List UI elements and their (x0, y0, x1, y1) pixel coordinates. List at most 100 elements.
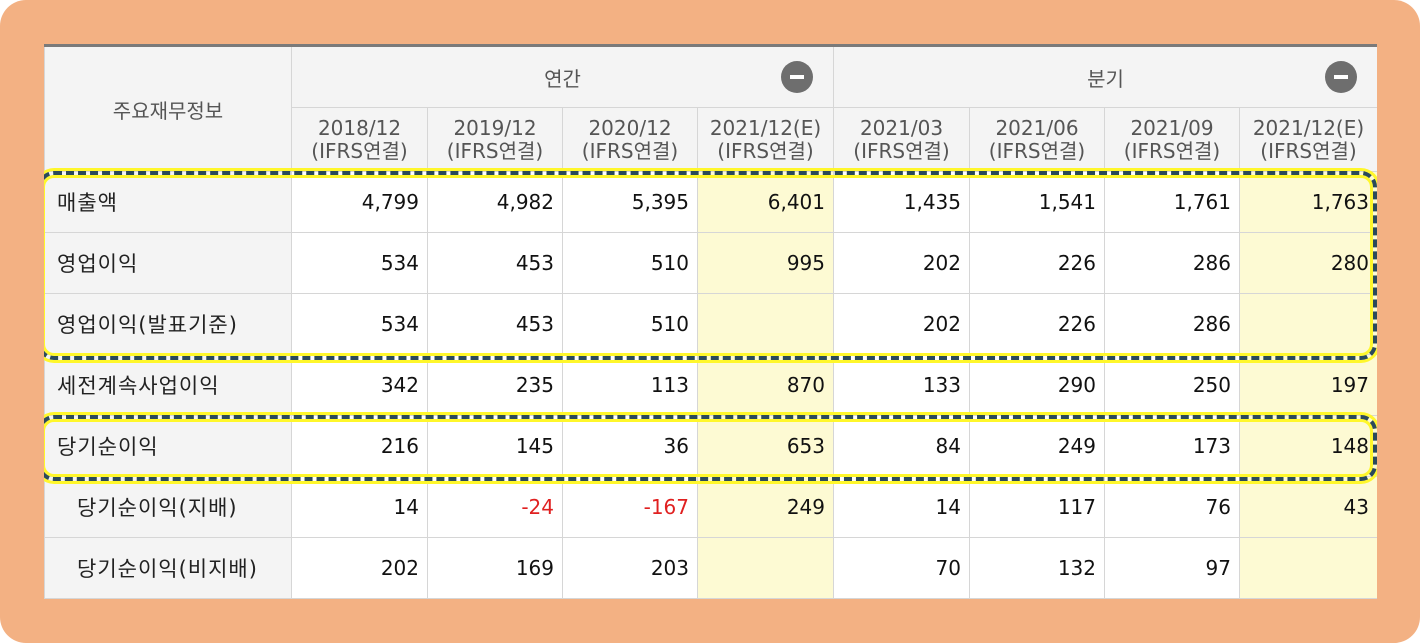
column-header: 2018/12 (IFRS연결) (291, 107, 428, 172)
table-cell (1239, 293, 1377, 355)
column-header: 2021/03 (IFRS연결) (833, 107, 970, 172)
column-period: 2021/09 (1130, 115, 1214, 140)
table-cell (1239, 537, 1377, 599)
table-cell: 169 (427, 537, 563, 599)
column-period: 2021/03 (859, 115, 944, 140)
row-label[interactable]: 영업이익 (44, 232, 292, 294)
column-basis: (IFRS연결) (717, 138, 814, 163)
table-cell: 226 (969, 232, 1105, 294)
column-header: 2021/06 (IFRS연결) (969, 107, 1105, 172)
table-row: 영업이익(발표기준) 534 453 510 202 226 286 (44, 293, 1377, 355)
table-row: 매출액 4,799 4,982 5,395 6,401 1,435 1,541 1,761 1,… (44, 171, 1377, 233)
table-cell: 286 (1104, 232, 1240, 294)
table-cell: 14 (833, 476, 970, 538)
table-cell: 286 (1104, 293, 1240, 355)
column-basis: (IFRS연결) (446, 138, 544, 163)
row-label[interactable]: 당기순이익(비지배) (44, 537, 292, 599)
column-header: 2021/12(E) (IFRS연결) (1239, 107, 1377, 172)
group-quarterly-label: 분기 (1087, 66, 1124, 91)
table-row: 세전계속사업이익 342 235 113 870 133 290 250 197 (44, 354, 1377, 416)
column-period: 2018/12 (317, 115, 402, 140)
table-cell: -24 (427, 476, 563, 538)
table-cell: 203 (562, 537, 698, 599)
table-cell: 14 (291, 476, 428, 538)
table-cell: 510 (562, 232, 698, 294)
table-cell: 36 (562, 415, 698, 477)
row-label[interactable]: 당기순이익 (44, 415, 292, 477)
table-cell: 117 (969, 476, 1105, 538)
column-period: 2019/12 (453, 115, 537, 140)
row-label[interactable]: 세전계속사업이익 (44, 354, 292, 416)
column-basis: (IFRS연결) (853, 138, 950, 163)
table-cell: 5,395 (562, 171, 698, 233)
column-header: 2021/09 (IFRS연결) (1104, 107, 1240, 172)
table-cell: -167 (562, 476, 698, 538)
column-basis: (IFRS연결) (581, 138, 679, 163)
group-annual-header: 연간 (291, 44, 834, 108)
table-cell (697, 293, 834, 355)
table-cell: 226 (969, 293, 1105, 355)
table-cell: 1,761 (1104, 171, 1240, 233)
group-quarterly-header: 분기 (833, 44, 1377, 108)
table-cell: 43 (1239, 476, 1377, 538)
table-cell: 653 (697, 415, 834, 477)
table-cell: 216 (291, 415, 428, 477)
table-cell: 1,763 (1239, 171, 1377, 233)
column-basis: (IFRS연결) (988, 138, 1086, 163)
table-cell: 145 (427, 415, 563, 477)
table-cell: 4,799 (291, 171, 428, 233)
financial-table: 주요재무정보 연간 분기 2018/12 (IFRS연결) 2019/12 (IFRS… (44, 44, 1377, 599)
table-cell: 280 (1239, 232, 1377, 294)
column-header: 2020/12 (IFRS연결) (562, 107, 698, 172)
table-cell (697, 537, 834, 599)
column-basis: (IFRS연결) (1260, 138, 1357, 163)
table-cell: 6,401 (697, 171, 834, 233)
column-period: 2021/12(E) (1252, 115, 1365, 140)
table-cell: 453 (427, 293, 563, 355)
table-row: 당기순이익(비지배) 202 169 203 70 132 97 (44, 537, 1377, 599)
column-period: 2021/12(E) (709, 115, 822, 140)
table-cell: 249 (697, 476, 834, 538)
collapse-quarterly-button[interactable] (1325, 61, 1357, 93)
table-cell: 250 (1104, 354, 1240, 416)
financial-summary-panel: 주요재무정보 연간 분기 2018/12 (IFRS연결) 2019/12 (IFRS… (44, 44, 1377, 599)
table-row: 당기순이익(지배) 14 -24 -167 249 14 117 76 43 (44, 476, 1377, 538)
table-cell: 202 (291, 537, 428, 599)
table-cell: 534 (291, 232, 428, 294)
row-label[interactable]: 매출액 (44, 171, 292, 233)
table-cell: 249 (969, 415, 1105, 477)
corner-label: 주요재무정보 (44, 44, 292, 172)
table-cell: 148 (1239, 415, 1377, 477)
table-cell: 133 (833, 354, 970, 416)
collapse-annual-button[interactable] (781, 61, 813, 93)
table-cell: 534 (291, 293, 428, 355)
row-label[interactable]: 영업이익(발표기준) (44, 293, 292, 355)
column-period: 2020/12 (588, 115, 672, 140)
table-cell: 1,435 (833, 171, 970, 233)
column-period: 2021/06 (995, 115, 1079, 140)
table-cell: 202 (833, 293, 970, 355)
column-header: 2021/12(E) (IFRS연결) (697, 107, 834, 172)
column-basis: (IFRS연결) (311, 138, 408, 163)
table-cell: 870 (697, 354, 834, 416)
table-cell: 510 (562, 293, 698, 355)
table-cell: 290 (969, 354, 1105, 416)
table-cell: 197 (1239, 354, 1377, 416)
table-row: 영업이익 534 453 510 995 202 226 286 280 (44, 232, 1377, 294)
table-cell: 84 (833, 415, 970, 477)
table-cell: 113 (562, 354, 698, 416)
table-cell: 76 (1104, 476, 1240, 538)
table-cell: 342 (291, 354, 428, 416)
column-header: 2019/12 (IFRS연결) (427, 107, 563, 172)
table-cell: 995 (697, 232, 834, 294)
table-cell: 202 (833, 232, 970, 294)
table-row: 당기순이익 216 145 36 653 84 249 173 148 (44, 415, 1377, 477)
group-annual-label: 연간 (544, 66, 581, 91)
column-basis: (IFRS연결) (1123, 138, 1221, 163)
table-cell: 173 (1104, 415, 1240, 477)
table-cell: 97 (1104, 537, 1240, 599)
row-label[interactable]: 당기순이익(지배) (44, 476, 292, 538)
table-cell: 70 (833, 537, 970, 599)
table-cell: 4,982 (427, 171, 563, 233)
table-cell: 235 (427, 354, 563, 416)
